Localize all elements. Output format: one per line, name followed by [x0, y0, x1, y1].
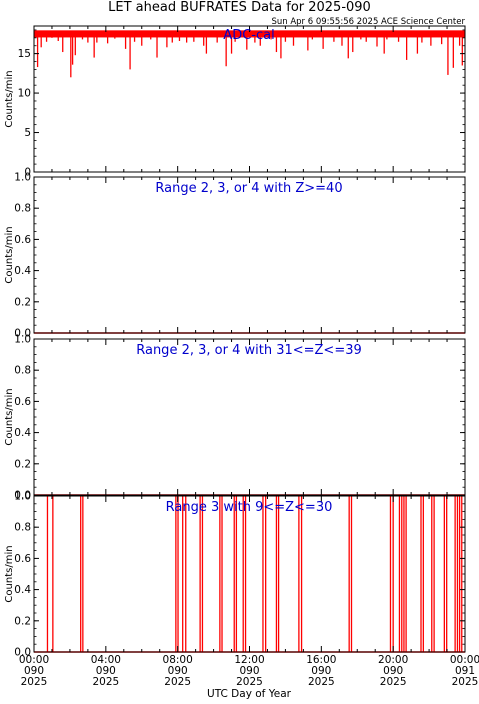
x-tick-label-doy: 090 — [383, 665, 403, 677]
series-band — [34, 30, 465, 38]
y-tick-label: 0 — [24, 167, 31, 179]
timestamp-label: Sun Apr 6 09:55:56 2025 ACE Science Cent… — [271, 17, 465, 27]
x-tick-label-time: 00:00 — [450, 654, 479, 666]
y-tick-label: 0.6 — [14, 234, 31, 246]
x-axis-label: UTC Day of Year — [207, 688, 292, 700]
y-tick-label: 1.0 — [14, 334, 31, 346]
y-tick-label: 0.0 — [14, 647, 31, 659]
panel-4: 0.0 0.2 0.4 0.6 0.8 1.0 Counts/min Range 3 with… — [4, 491, 466, 659]
panel-title: Range 2, 3, or 4 with Z>=40 — [155, 181, 342, 196]
y-tick-label: 0.0 — [14, 328, 31, 340]
x-tick-label-year: 2025 — [164, 676, 191, 688]
x-tick-label-year: 2025 — [308, 676, 335, 688]
y-tick-label: 0.2 — [14, 296, 31, 308]
chart-title: LET ahead BUFRATES Data for 2025-090 — [108, 0, 371, 15]
y-tick-label: 0.2 — [14, 615, 31, 627]
y-tick-label: 10 — [18, 88, 31, 100]
x-tick-label-doy: 090 — [96, 665, 116, 677]
x-tick-label-time: 08:00 — [163, 654, 193, 666]
x-tick-label-doy: 090 — [168, 665, 188, 677]
x-tick-label-time: 20:00 — [378, 654, 408, 666]
x-tick-label-year: 2025 — [452, 676, 479, 688]
y-tick-label: 5 — [24, 127, 31, 139]
y-tick-label: 0.6 — [14, 553, 31, 565]
x-tick-label-year: 2025 — [236, 676, 263, 688]
y-axis-label: Counts/min — [4, 388, 15, 445]
y-tick-label: 0.4 — [14, 584, 31, 596]
x-tick-label-year: 2025 — [380, 676, 407, 688]
y-tick-label: 0.8 — [14, 365, 31, 377]
panel-title: Range 3 with 9<=Z<=30 — [166, 500, 333, 515]
x-tick-label-doy: 090 — [24, 665, 44, 677]
y-tick-label: 15 — [18, 48, 31, 60]
y-tick-label: 0.6 — [14, 396, 31, 408]
panel-title: Range 2, 3, or 4 with 31<=Z<=39 — [136, 343, 362, 358]
y-tick-label: 0.4 — [14, 265, 31, 277]
y-axis-label: Counts/min — [4, 70, 15, 127]
x-tick-label-doy: 090 — [311, 665, 331, 677]
y-tick-label: 0.4 — [14, 427, 31, 439]
x-tick-label-time: 12:00 — [234, 654, 264, 666]
panel-2: 0.0 0.2 0.4 0.6 0.8 1.0 Counts/min Range 2, 3, … — [4, 172, 466, 340]
y-tick-label: 1.0 — [14, 172, 31, 184]
y-axis-label: Counts/min — [4, 226, 15, 283]
y-tick-label: 0.0 — [14, 490, 31, 502]
x-tick-label-time: 16:00 — [306, 654, 336, 666]
x-tick-label-time: 00:00 — [19, 654, 49, 666]
panel-title: ADC-cal — [223, 28, 274, 43]
x-tick-label-time: 04:00 — [91, 654, 121, 666]
y-tick-label: 0.8 — [14, 522, 31, 534]
y-tick-label: 0.8 — [14, 203, 31, 215]
x-tick-label-year: 2025 — [92, 676, 119, 688]
y-tick-label: 0.2 — [14, 458, 31, 470]
x-tick-label-doy: 091 — [455, 665, 475, 677]
x-tick-label-year: 2025 — [21, 676, 48, 688]
x-tick-label-doy: 090 — [239, 665, 259, 677]
y-tick-label: 1.0 — [14, 491, 31, 503]
panel-3: 0.0 0.2 0.4 0.6 0.8 1.0 Counts/min Range 2, 3, … — [4, 334, 466, 502]
y-axis-label: Counts/min — [4, 545, 15, 602]
